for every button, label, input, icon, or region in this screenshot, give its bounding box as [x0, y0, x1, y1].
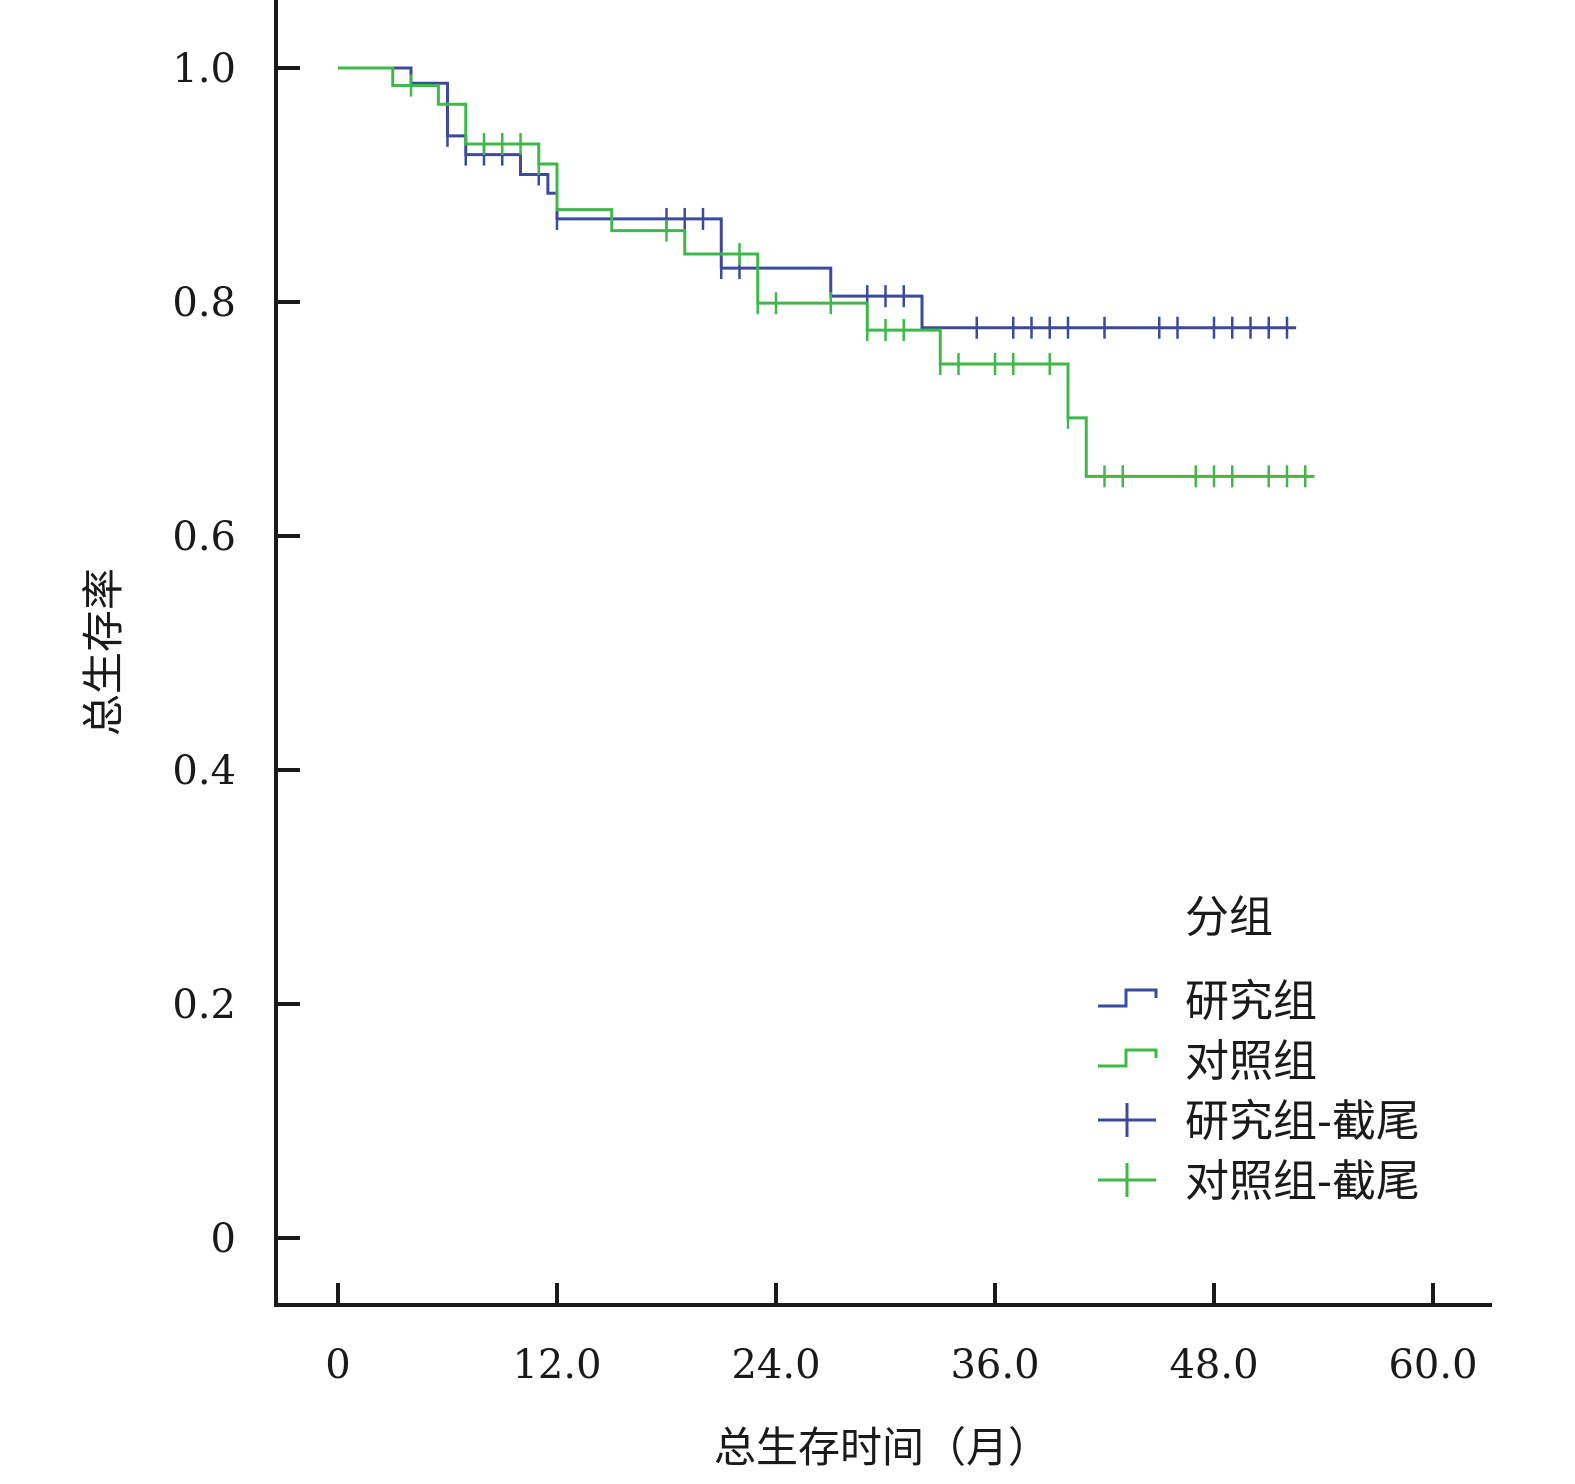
y-tick-label: 1.0 [172, 46, 236, 92]
x-tick-label: 12.0 [512, 1342, 601, 1388]
y-tick-label: 0.4 [172, 748, 236, 794]
legend-label: 对照组 [1185, 1036, 1317, 1087]
x-tick-label: 0 [325, 1342, 350, 1388]
x-tick-label: 36.0 [950, 1342, 1039, 1388]
legend-label: 对照组-截尾 [1185, 1156, 1420, 1207]
y-tick-label: 0 [211, 1216, 236, 1262]
y-tick-label: 0.6 [172, 514, 236, 560]
legend-label: 研究组 [1185, 976, 1317, 1027]
y-axis-title: 总生存率 [79, 568, 128, 736]
x-tick-label: 48.0 [1169, 1342, 1258, 1388]
series-layer [338, 66, 1315, 488]
legend-label: 研究组-截尾 [1185, 1096, 1420, 1147]
axes [274, 0, 1492, 1307]
x-tick-label: 60.0 [1388, 1342, 1477, 1388]
legend-key-1-step [1098, 1048, 1158, 1068]
legend-key-0-step [1098, 988, 1158, 1008]
y-tick-label: 0.2 [172, 982, 236, 1028]
legend-title: 分组 [1185, 892, 1273, 943]
series-line-study [338, 66, 1297, 330]
x-axis-title: 总生存时间（月） [714, 1423, 1050, 1472]
series-line-control [338, 66, 1315, 478]
y-tick-label: 0.8 [172, 280, 236, 326]
x-tick-label: 24.0 [731, 1342, 820, 1388]
y-ticks: 0 0.2 0.4 0.6 0.8 1.0 [172, 46, 300, 1262]
x-ticks: 0 12.0 24.0 36.0 48.0 60.0 [325, 1283, 1478, 1388]
